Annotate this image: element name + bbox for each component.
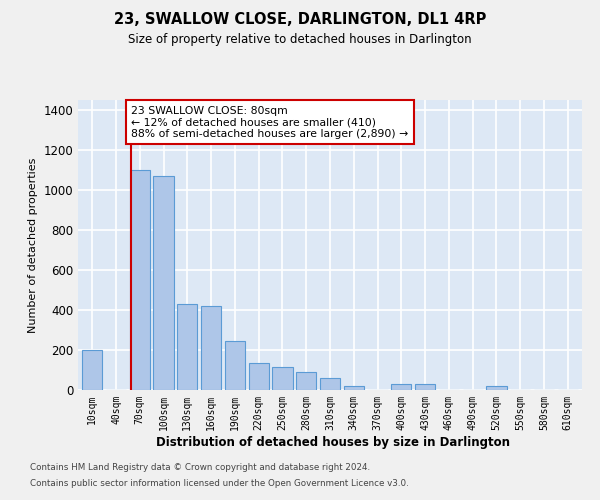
Text: Contains public sector information licensed under the Open Government Licence v3: Contains public sector information licen… <box>30 478 409 488</box>
Bar <box>487 386 506 390</box>
Y-axis label: Number of detached properties: Number of detached properties <box>28 158 38 332</box>
Text: 23, SWALLOW CLOSE, DARLINGTON, DL1 4RP: 23, SWALLOW CLOSE, DARLINGTON, DL1 4RP <box>114 12 486 28</box>
Bar <box>415 384 435 390</box>
Bar <box>391 384 412 390</box>
Bar <box>201 306 221 390</box>
Bar <box>296 372 316 390</box>
Text: Contains HM Land Registry data © Crown copyright and database right 2024.: Contains HM Land Registry data © Crown c… <box>30 464 370 472</box>
Bar <box>344 386 364 390</box>
Bar <box>82 350 103 390</box>
Bar <box>154 176 173 390</box>
Bar <box>130 170 150 390</box>
Bar <box>320 378 340 390</box>
Text: Distribution of detached houses by size in Darlington: Distribution of detached houses by size … <box>156 436 510 449</box>
Bar <box>248 363 269 390</box>
Text: 23 SWALLOW CLOSE: 80sqm
← 12% of detached houses are smaller (410)
88% of semi-d: 23 SWALLOW CLOSE: 80sqm ← 12% of detache… <box>131 106 408 139</box>
Bar <box>272 367 293 390</box>
Text: Size of property relative to detached houses in Darlington: Size of property relative to detached ho… <box>128 32 472 46</box>
Bar <box>225 341 245 390</box>
Bar <box>177 304 197 390</box>
